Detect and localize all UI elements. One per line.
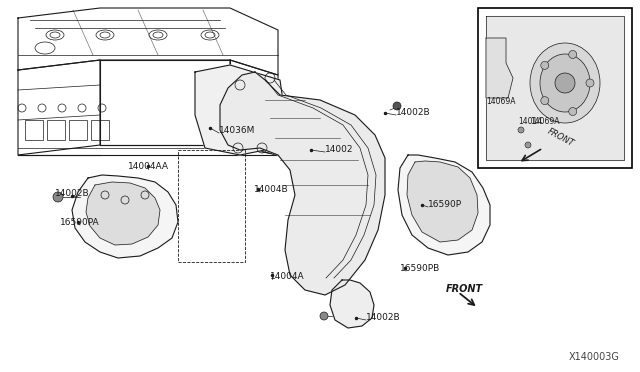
- Text: 14014: 14014: [518, 117, 542, 126]
- Circle shape: [541, 97, 548, 105]
- Bar: [478, 8, 632, 168]
- Circle shape: [569, 51, 577, 58]
- Text: 14069A: 14069A: [530, 117, 559, 126]
- Circle shape: [393, 102, 401, 110]
- Text: 14002B: 14002B: [366, 313, 401, 322]
- Polygon shape: [220, 72, 385, 295]
- Text: X140003G: X140003G: [569, 352, 620, 362]
- Polygon shape: [486, 16, 624, 160]
- Bar: [91, 120, 109, 140]
- Polygon shape: [398, 155, 490, 255]
- Ellipse shape: [540, 54, 590, 112]
- Circle shape: [541, 61, 548, 69]
- Text: 16590PA: 16590PA: [60, 218, 100, 227]
- Text: 14004B: 14004B: [254, 185, 289, 194]
- Polygon shape: [72, 175, 178, 258]
- Text: 14002B: 14002B: [396, 108, 431, 117]
- Text: FRONT: FRONT: [546, 126, 575, 148]
- Polygon shape: [486, 38, 513, 98]
- Text: 14004AA: 14004AA: [128, 162, 169, 171]
- Circle shape: [525, 142, 531, 148]
- Polygon shape: [407, 161, 478, 242]
- Circle shape: [569, 108, 577, 116]
- Text: FRONT: FRONT: [446, 284, 483, 294]
- Circle shape: [586, 79, 594, 87]
- Text: 14036M: 14036M: [219, 126, 255, 135]
- Bar: [47, 120, 65, 140]
- Text: 14002B: 14002B: [55, 189, 90, 198]
- Polygon shape: [330, 280, 374, 328]
- Circle shape: [518, 127, 524, 133]
- Text: 16590PB: 16590PB: [400, 264, 440, 273]
- Circle shape: [555, 73, 575, 93]
- Circle shape: [320, 312, 328, 320]
- Text: 14004A: 14004A: [270, 272, 305, 281]
- Bar: [69, 120, 87, 140]
- Text: 14069A: 14069A: [486, 97, 515, 106]
- Ellipse shape: [530, 43, 600, 123]
- Bar: [25, 120, 43, 140]
- Text: 16590P: 16590P: [428, 200, 462, 209]
- Polygon shape: [86, 182, 160, 245]
- Text: 14002: 14002: [325, 145, 353, 154]
- Polygon shape: [195, 65, 285, 155]
- Circle shape: [53, 192, 63, 202]
